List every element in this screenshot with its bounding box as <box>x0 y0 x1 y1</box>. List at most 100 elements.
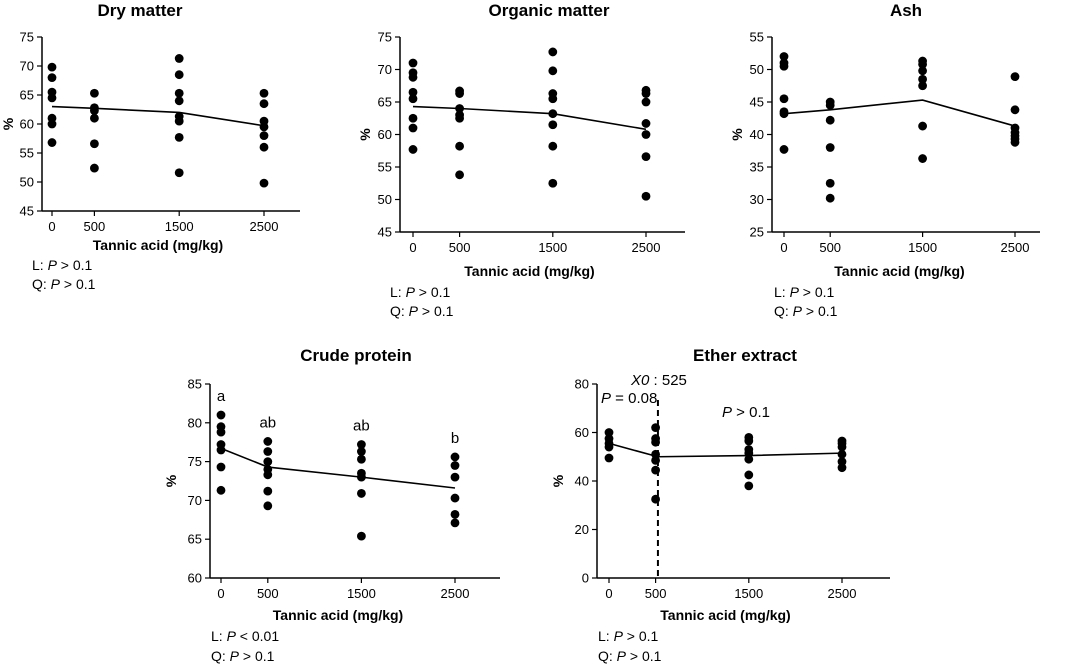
significance-letter: b <box>451 430 459 447</box>
y-axis-label: % <box>163 474 179 487</box>
y-tick-label: 75 <box>378 30 392 45</box>
y-tick-label: 50 <box>20 175 34 190</box>
data-point <box>744 454 754 464</box>
data-point <box>918 81 927 91</box>
x-tick-label: 1500 <box>538 240 567 255</box>
x-tick-label: 1500 <box>908 240 937 255</box>
y-tick-label: 45 <box>378 225 392 240</box>
data-point <box>259 178 269 188</box>
y-tick-label: 45 <box>750 95 764 110</box>
stat-line: L: P > 0.1 <box>390 284 451 300</box>
y-tick-label: 35 <box>750 160 764 175</box>
data-point <box>174 96 184 106</box>
data-point <box>450 493 460 503</box>
chart-title: Ether extract <box>693 346 797 365</box>
y-tick-label: 50 <box>378 192 392 207</box>
data-point <box>263 486 273 496</box>
y-tick-label: 30 <box>750 192 764 207</box>
y-tick-label: 65 <box>188 532 202 547</box>
y-tick-label: 50 <box>750 62 764 77</box>
data-point <box>455 89 464 98</box>
significance-letter: ab <box>259 414 276 431</box>
data-point <box>825 115 835 125</box>
data-point <box>455 141 464 151</box>
y-tick-label: 60 <box>378 127 392 142</box>
stat-line: L: P > 0.1 <box>774 284 835 300</box>
stat-line: Q: P > 0.1 <box>390 303 454 319</box>
data-point <box>450 452 460 462</box>
data-point <box>174 168 184 178</box>
data-point <box>408 58 418 68</box>
y-tick-label: 40 <box>575 474 589 489</box>
x-tick-label: 0 <box>780 240 787 255</box>
y-tick-label: 85 <box>188 377 202 392</box>
stat-line: L: P > 0.1 <box>598 628 659 644</box>
data-point <box>263 447 273 456</box>
data-point <box>263 501 273 511</box>
data-point <box>641 152 651 162</box>
data-point <box>174 132 184 142</box>
y-tick-label: 60 <box>575 425 589 440</box>
data-point <box>604 428 614 437</box>
data-point <box>408 113 418 123</box>
segment-p-value: P > 0.1 <box>722 404 770 421</box>
data-point <box>47 62 57 72</box>
fit-line <box>608 442 843 458</box>
stat-line: Q: P > 0.1 <box>598 648 662 664</box>
y-tick-label: 45 <box>20 204 34 219</box>
data-point <box>548 66 558 76</box>
y-tick-label: 0 <box>582 571 589 586</box>
data-point <box>90 163 99 173</box>
y-axis-label: % <box>357 128 373 141</box>
data-point <box>216 427 226 437</box>
data-point <box>408 87 418 97</box>
x-tick-label: 2500 <box>632 240 661 255</box>
data-point <box>216 410 226 420</box>
x-tick-label: 0 <box>217 586 224 601</box>
x-axis-label: Tannic acid (mg/kg) <box>660 607 790 623</box>
data-point <box>918 66 927 76</box>
data-point <box>548 141 558 151</box>
chart-panel-1: Organic matter 45 50 55 60 65 70 75 0 500 1500 2500… <box>357 1 685 319</box>
data-point <box>408 94 418 104</box>
x-tick-label: 500 <box>257 586 279 601</box>
data-point <box>1010 137 1020 147</box>
x-tick-label: 500 <box>84 219 106 234</box>
data-point <box>641 119 651 128</box>
y-axis-label: % <box>550 474 566 487</box>
data-point <box>263 457 273 466</box>
data-point <box>47 119 57 129</box>
y-tick-label: 75 <box>20 30 34 45</box>
data-point <box>744 481 754 491</box>
data-point <box>779 94 789 104</box>
data-point <box>450 472 460 482</box>
data-point <box>174 88 184 98</box>
y-tick-label: 65 <box>20 88 34 103</box>
data-point <box>357 531 366 541</box>
y-tick-label: 80 <box>575 377 589 392</box>
x-axis-label: Tannic acid (mg/kg) <box>464 263 594 279</box>
data-point <box>744 470 754 480</box>
data-point <box>548 94 558 104</box>
breakpoint-p-value: P = 0.08 <box>601 390 657 407</box>
y-tick-label: 60 <box>188 571 202 586</box>
data-point <box>263 470 273 480</box>
x-tick-label: 1500 <box>347 586 376 601</box>
data-point <box>837 457 847 466</box>
data-point <box>918 154 927 163</box>
data-point <box>259 131 269 141</box>
data-point <box>357 489 366 498</box>
data-point <box>837 442 847 452</box>
data-point <box>918 59 927 69</box>
data-point <box>174 116 184 126</box>
data-point <box>548 120 558 130</box>
chart-panel-2: Ash 25 30 35 40 45 50 55 0 500 1500 2500 Tannic acid… <box>729 1 1040 319</box>
data-point <box>825 193 835 203</box>
data-point <box>825 143 835 152</box>
data-point <box>450 461 460 470</box>
data-point <box>216 462 226 472</box>
data-point <box>641 191 651 201</box>
data-point <box>837 449 847 459</box>
y-tick-label: 40 <box>750 127 764 142</box>
data-point <box>357 447 366 456</box>
